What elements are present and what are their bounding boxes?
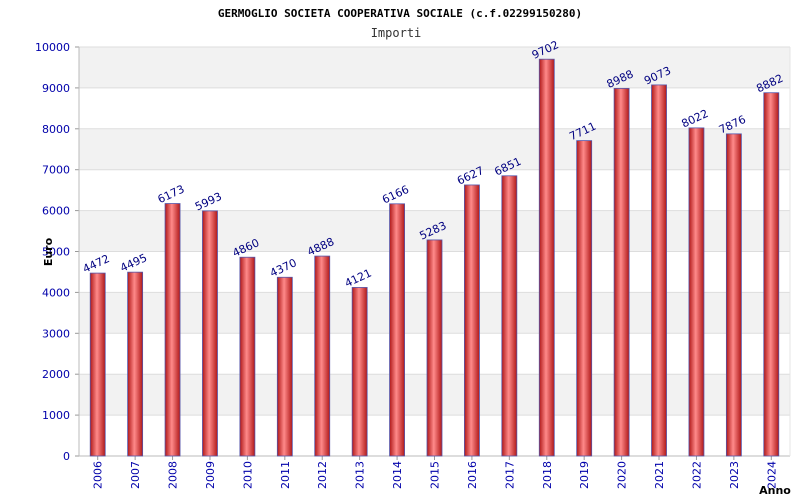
x-tick-label: 2015: [429, 461, 442, 489]
bar: [202, 210, 218, 457]
x-tick-label: 2006: [92, 461, 105, 489]
x-tick-label: 2019: [578, 461, 591, 489]
x-tick-label: 2017: [503, 461, 516, 489]
y-tick-label: 9000: [42, 82, 70, 95]
plot-band: [79, 47, 790, 88]
bar: [763, 92, 780, 457]
y-tick-label: 10000: [35, 41, 70, 54]
bar: [351, 287, 368, 457]
x-tick-label: 2024: [765, 461, 778, 489]
plot-band: [79, 128, 790, 170]
x-tick-label: 2016: [466, 461, 479, 489]
y-tick-label: 1000: [42, 409, 70, 422]
y-tick-label: 7000: [42, 164, 70, 177]
tick-labels: 0 1000 2000 3000 4000 5000 6000 7000 8000 9000 100…: [35, 41, 778, 489]
data-label: 8022: [680, 107, 711, 131]
data-label: 5993: [193, 190, 224, 214]
bar: [276, 276, 293, 457]
bar: [501, 175, 518, 457]
bar: [538, 58, 555, 457]
bar: [389, 203, 405, 457]
bar: [688, 127, 705, 457]
x-axis-label: Anno: [759, 484, 791, 497]
bar: [314, 255, 331, 457]
x-tick-label: 2013: [354, 461, 367, 489]
y-tick-label: 0: [63, 450, 70, 463]
x-tick-label: 2007: [129, 461, 142, 489]
data-label: 4495: [118, 251, 149, 275]
x-tick-label: 2009: [204, 461, 217, 489]
x-tick-label: 2022: [690, 461, 703, 489]
x-tick-label: 2020: [616, 461, 629, 489]
x-tick-label: 2018: [541, 461, 554, 489]
y-tick-label: 8000: [42, 123, 70, 136]
data-label: 4370: [268, 256, 299, 280]
x-tick-label: 2023: [728, 461, 741, 489]
bar: [651, 84, 667, 457]
x-tick-label: 2010: [241, 461, 254, 489]
data-label: 4121: [343, 266, 374, 290]
chart-title: GERMOGLIO SOCIETA COOPERATIVA SOCIALE (c…: [218, 7, 582, 20]
bar: [613, 87, 630, 457]
y-axis-label: Euro: [42, 237, 55, 266]
bar: [576, 140, 593, 457]
data-label: 6166: [380, 183, 411, 207]
data-label: 4472: [81, 252, 112, 276]
x-tick-label: 2011: [279, 461, 292, 489]
bar: [164, 203, 181, 457]
y-tick-label: 4000: [42, 286, 70, 299]
bar: [464, 184, 480, 457]
bars: [89, 58, 780, 457]
bar: [89, 272, 106, 457]
data-label: 6173: [156, 183, 187, 207]
y-tick-label: 3000: [42, 327, 70, 340]
y-tick-label: 6000: [42, 205, 70, 218]
y-tick-label: 5000: [42, 246, 70, 259]
x-tick-label: 2021: [653, 461, 666, 489]
x-tick-label: 2014: [391, 461, 404, 489]
y-tick-label: 2000: [42, 368, 70, 381]
x-tick-label: 2012: [316, 461, 329, 489]
bar: [239, 256, 256, 457]
x-tick-label: 2008: [167, 461, 180, 489]
bar: [426, 239, 443, 457]
bar: [725, 133, 742, 457]
chart-subtitle: Importi: [371, 26, 422, 40]
bar: [127, 271, 144, 457]
